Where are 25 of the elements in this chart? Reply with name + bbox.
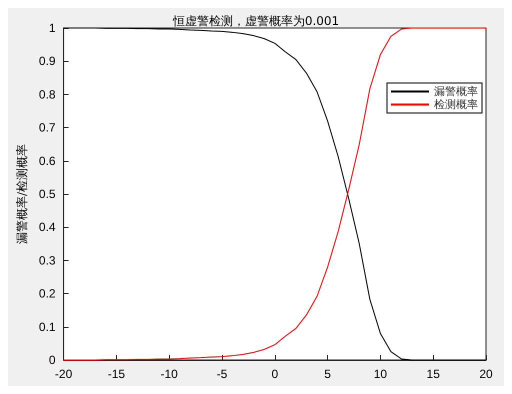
x-tick-label: 5 [324,367,332,381]
y-tick-label: 0.3 [38,253,56,268]
chart-title: 恒虚警检测，虚警概率为0.001 [172,14,340,28]
x-tick-label: -10 [160,367,178,381]
x-tick-label: -5 [216,367,228,381]
y-tick-label: 0.1 [38,320,56,334]
line-series [63,28,486,360]
y-tick-label: 0.9 [38,54,56,68]
x-tick-label: 15 [426,367,440,381]
y-tick-label: 0.4 [38,220,56,234]
y-tick-label: 0 [48,353,56,367]
y-tick-label: 0.8 [38,87,56,102]
y-axis-title: 漏警概率/检测概率 [15,144,29,244]
y-tick-label: 0.7 [38,120,56,135]
x-tick-label: -20 [54,367,73,381]
x-tick-label: -15 [108,367,126,381]
x-tick-label: 0 [271,367,278,381]
x-tick-label: 10 [374,367,388,381]
y-tick-label: 0.2 [38,286,56,301]
legend-label: 漏警概率 [434,85,478,98]
legend-label: 检测概率 [434,98,478,111]
y-tick-label: 0.6 [38,154,56,168]
x-tick-label: 20 [479,367,493,381]
y-tick-label: 0.5 [38,187,56,201]
y-tick-label: 1 [48,21,56,35]
